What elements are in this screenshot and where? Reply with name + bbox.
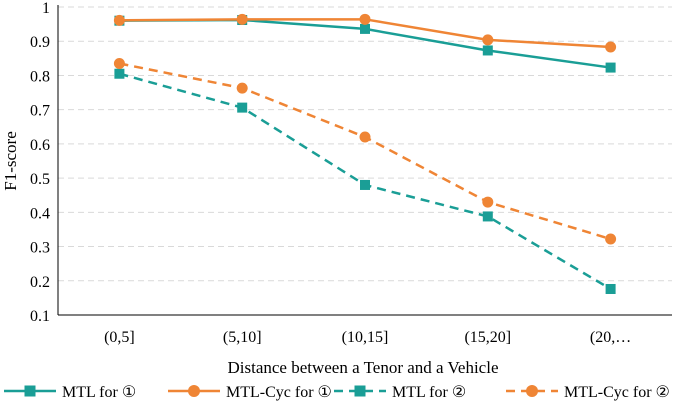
y-tick-label: 0.7 bbox=[30, 103, 50, 120]
data-point bbox=[359, 13, 371, 25]
y-tick-label: 0.6 bbox=[30, 137, 50, 154]
legend-label: MTL for ① bbox=[62, 384, 136, 401]
legend: MTL for ① MTL-Cyc for ① MTL for ② MTL-Cyc f… bbox=[4, 384, 670, 401]
legend-label: MTL-Cyc for ① bbox=[226, 384, 332, 401]
x-tick-label: (0,5] bbox=[104, 329, 135, 346]
series-group bbox=[113, 13, 617, 294]
grid-lines bbox=[58, 6, 672, 282]
y-tick-label: 1 bbox=[42, 0, 50, 17]
data-point bbox=[113, 57, 125, 69]
x-tick-label: (15,20] bbox=[464, 329, 511, 346]
y-tick-label: 0.1 bbox=[30, 308, 50, 325]
data-point bbox=[605, 62, 616, 73]
data-point bbox=[605, 233, 617, 245]
data-point bbox=[114, 68, 125, 79]
x-tick-labels: (0,5] (5,10] (10,15] (15,20] (20,… bbox=[104, 329, 631, 346]
legend-item: MTL-Cyc for ② bbox=[506, 384, 670, 401]
series-2 bbox=[113, 13, 617, 53]
legend-marker bbox=[526, 385, 538, 397]
y-tick-label: 0.4 bbox=[30, 205, 50, 222]
x-tick-label: (20,… bbox=[590, 329, 631, 346]
legend-item: MTL for ② bbox=[334, 384, 466, 401]
series-4 bbox=[113, 57, 617, 245]
x-tick-label: (5,10] bbox=[223, 329, 262, 346]
y-tick-label: 0.5 bbox=[30, 171, 50, 188]
y-tick-label: 0.2 bbox=[30, 274, 50, 291]
legend-item: MTL for ① bbox=[4, 384, 136, 401]
x-tick-label: (10,15] bbox=[342, 329, 389, 346]
data-point bbox=[482, 211, 493, 222]
data-point bbox=[360, 179, 370, 190]
axes bbox=[57, 5, 672, 316]
series-3 bbox=[114, 68, 616, 294]
data-point bbox=[360, 23, 370, 34]
y-tick-labels: 0.1 0.2 0.3 0.4 0.5 0.6 0.7 0.8 0.9 1 bbox=[30, 0, 50, 325]
y-tick-label: 0.3 bbox=[30, 240, 50, 257]
legend-label: MTL for ② bbox=[392, 384, 466, 401]
y-tick-label: 0.8 bbox=[30, 68, 50, 85]
legend-label: MTL-Cyc for ② bbox=[564, 384, 670, 401]
legend-marker bbox=[24, 385, 36, 397]
data-point bbox=[482, 34, 494, 46]
y-tick-label: 0.9 bbox=[30, 34, 50, 51]
data-point bbox=[605, 283, 616, 294]
data-point bbox=[359, 131, 371, 143]
legend-marker bbox=[188, 385, 200, 397]
data-point bbox=[236, 13, 248, 25]
data-point bbox=[482, 196, 494, 208]
data-point bbox=[113, 14, 125, 26]
legend-item: MTL-Cyc for ① bbox=[168, 384, 332, 401]
data-point bbox=[605, 41, 617, 53]
legend-marker bbox=[354, 385, 366, 397]
data-point bbox=[237, 102, 248, 113]
x-axis-label: Distance between a Tenor and a Vehicle bbox=[227, 358, 498, 377]
y-axis-label: F1-score bbox=[1, 131, 20, 190]
data-point bbox=[236, 82, 248, 94]
data-point bbox=[482, 45, 493, 56]
